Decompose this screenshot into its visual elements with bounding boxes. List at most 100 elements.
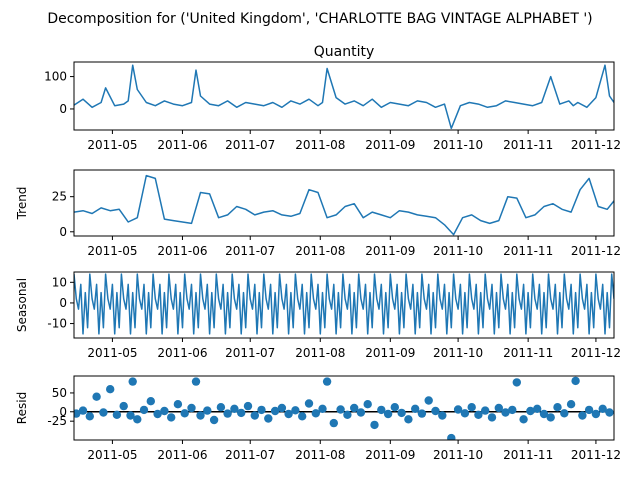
x-tick-label: 2011-12 (571, 244, 621, 258)
resid-point (277, 403, 287, 413)
resid-point (343, 410, 352, 419)
resid-point (350, 403, 359, 413)
resid-point (160, 406, 169, 416)
panel-title-observed: Quantity (314, 44, 375, 60)
resid-point (298, 412, 307, 421)
resid-point (223, 409, 232, 418)
resid-point (85, 412, 95, 421)
resid-point (363, 400, 372, 409)
resid-point (74, 409, 81, 418)
x-tick-label: 2011-09 (365, 138, 415, 152)
x-tick-label: 2011-05 (87, 138, 137, 152)
resid-point (377, 405, 386, 415)
resid-point (336, 405, 345, 414)
resid-point (397, 408, 406, 418)
axes-frame-resid (73, 375, 615, 441)
y-tick-label: -25 (47, 414, 67, 428)
resid-point (566, 400, 576, 409)
resid-point (92, 392, 101, 401)
resid-point (431, 406, 440, 416)
resid-point (243, 401, 253, 411)
resid-point (501, 408, 510, 417)
resid-point (453, 405, 463, 414)
resid-point (474, 410, 483, 419)
resid-point (390, 403, 399, 412)
x-tick-label: 2011-08 (295, 244, 345, 258)
x-tick-label: 2011-05 (87, 244, 137, 258)
panel-trend: Trend 0 25 2011-05 2011-06 2011-07 2011-08 2011… (15, 169, 621, 258)
resid-point (508, 405, 517, 415)
resid-point (216, 403, 226, 412)
x-tick-label: 2011-10 (433, 346, 483, 360)
resid-point (519, 415, 528, 424)
x-tick-label: 2011-09 (365, 448, 415, 462)
resid-point (487, 413, 497, 422)
resid-point (546, 413, 555, 422)
resid-point (153, 409, 162, 419)
resid-point (481, 406, 490, 415)
x-tick-label: 2011-08 (295, 346, 345, 360)
series-line-observed (74, 64, 614, 130)
x-tick-label: 2011-10 (433, 244, 483, 258)
axes-frame-seasonal (73, 271, 615, 339)
resid-point (460, 409, 470, 418)
resid-point (230, 404, 239, 413)
resid-point (78, 406, 88, 415)
resid-point (404, 415, 413, 424)
resid-point (99, 408, 108, 417)
resid-point (447, 433, 456, 440)
resid-point (438, 411, 447, 420)
resid-point (533, 404, 542, 413)
y-tick-label: 10 (52, 275, 67, 289)
axes-frame-observed (73, 61, 615, 131)
resid-point (173, 400, 183, 409)
resid-point (284, 409, 293, 419)
y-tick-label: 0 (59, 225, 67, 239)
panel-observed: Quantity 0 100 2011-05 2011-06 2011-07 2011-08… (44, 44, 621, 152)
resid-point (146, 397, 155, 406)
resid-point (329, 418, 338, 428)
x-tick-label: 2011-08 (295, 448, 345, 462)
resid-point (591, 409, 601, 419)
x-tick-label: 2011-11 (503, 244, 553, 258)
plot-area-trend (74, 174, 614, 236)
plot-area-seasonal (74, 273, 614, 335)
x-tick-label: 2011-11 (503, 346, 553, 360)
resid-point (494, 403, 503, 413)
resid-point (512, 378, 521, 387)
resid-point (133, 415, 142, 424)
y-tick-label: 50 (52, 386, 67, 400)
x-tick-label: 2011-11 (503, 138, 553, 152)
resid-point (584, 405, 594, 415)
x-tick-label: 2011-06 (157, 244, 207, 258)
resid-point (257, 405, 266, 415)
resid-point (311, 409, 320, 418)
resid-point (417, 409, 427, 418)
resid-point (196, 411, 205, 420)
resid-point (553, 403, 562, 412)
figure-suptitle: Decomposition for ('United Kingdom', 'CH… (47, 11, 592, 27)
resid-point (180, 409, 189, 418)
resid-point (539, 409, 549, 419)
resid-point (598, 404, 607, 413)
y-tick-label: 25 (52, 190, 67, 204)
resid-point (139, 405, 149, 415)
y-tick-label: 0 (59, 296, 67, 310)
x-tick-label: 2011-07 (225, 346, 275, 360)
x-tick-label: 2011-12 (571, 448, 621, 462)
y-tick-label: 100 (44, 70, 67, 84)
resid-point (605, 408, 614, 417)
x-tick-label: 2011-05 (87, 448, 137, 462)
x-tick-label: 2011-12 (571, 346, 621, 360)
resid-point (264, 414, 273, 423)
x-tick-label: 2011-05 (87, 346, 137, 360)
resid-point (167, 413, 176, 422)
y-axis-label-seasonal: Seasonal (15, 278, 29, 332)
resid-point (578, 411, 587, 420)
resid-point (318, 404, 327, 413)
x-tick-label: 2011-08 (295, 138, 345, 152)
x-tick-label: 2011-06 (157, 138, 207, 152)
resid-point (467, 403, 476, 412)
x-tick-label: 2011-11 (503, 448, 553, 462)
plot-area-observed (74, 64, 614, 130)
